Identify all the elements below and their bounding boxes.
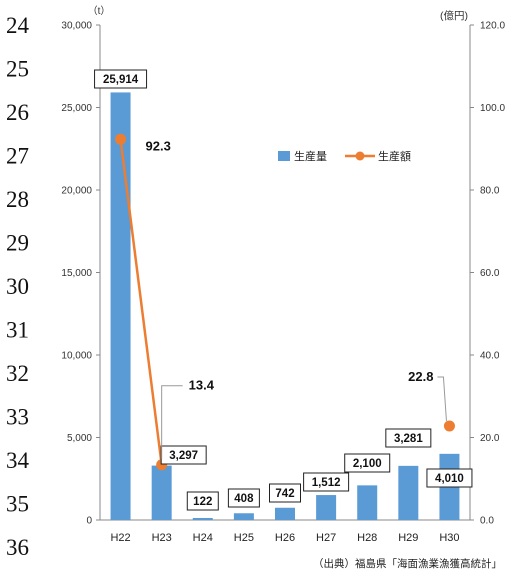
line-data-labels: 92.3 13.4 22.8 [146, 138, 447, 459]
line-data-label: 13.4 [189, 378, 215, 393]
left-tick-label: 0 [86, 516, 92, 527]
category-label: H28 [357, 532, 377, 544]
right-tick-label: 0.0 [480, 516, 494, 527]
bar [151, 465, 172, 520]
bar-series [110, 92, 460, 520]
bar-data-label: 2,100 [353, 458, 382, 470]
bar-data-labels: 25,914 3,297 122 408 742 1,512 2,100 3,281 4,010 [94, 69, 473, 511]
line-segment [119, 139, 163, 465]
category-label: H24 [193, 532, 213, 544]
left-axis-ticks: 0 5,000 10,000 15,000 20,000 25,000 30,000 [61, 21, 100, 527]
bar [192, 517, 213, 520]
line-number: 36 [6, 535, 29, 560]
bar [357, 485, 378, 520]
left-tick-label: 20,000 [61, 186, 92, 197]
line-number: 31 [6, 318, 29, 343]
category-labels: H22 H23 H24 H25 H26 H27 H28 H29 H30 [110, 532, 459, 544]
line-data-label: 92.3 [146, 138, 171, 153]
line-point [115, 133, 127, 145]
line-number: 33 [6, 405, 29, 430]
line-number: 25 [6, 57, 29, 82]
left-tick-label: 10,000 [61, 351, 92, 362]
bar-data-label: 3,281 [394, 433, 423, 445]
left-tick-label: 30,000 [61, 21, 92, 32]
line-number: 35 [6, 492, 29, 517]
bar-data-label-box [385, 428, 432, 448]
line-data-label: 22.8 [408, 369, 433, 384]
left-tick-label: 5,000 [67, 433, 92, 444]
right-tick-label: 40.0 [480, 351, 500, 362]
bar-data-label-box [426, 468, 473, 488]
left-tick-label: 25,000 [61, 103, 92, 114]
bar-data-label-box [186, 491, 219, 511]
line-number: 28 [6, 187, 29, 212]
right-tick-label: 20.0 [480, 433, 500, 444]
bar-data-label-box [303, 472, 350, 492]
line-number: 26 [6, 100, 29, 125]
bar-data-label: 25,914 [103, 74, 139, 86]
bar-data-label: 122 [193, 496, 212, 508]
category-label: H26 [275, 532, 295, 544]
bar [233, 513, 254, 520]
legend-bar-swatch [278, 151, 290, 161]
bar-data-label: 742 [275, 488, 294, 500]
bar-data-label: 408 [234, 493, 254, 505]
line-number: 32 [6, 361, 29, 386]
category-label: H30 [439, 532, 459, 544]
legend-line-label: 生産額 [378, 149, 411, 163]
right-axis-ticks: 0.0 20.0 40.0 60.0 80.0 100.0 120.0 [470, 21, 505, 527]
category-label: H27 [316, 532, 336, 544]
right-axis-unit: (億円) [440, 9, 468, 22]
bar [275, 507, 295, 520]
category-label: H25 [234, 532, 254, 544]
leader-line [161, 385, 183, 459]
bar-data-label-box [344, 453, 391, 473]
line-point [443, 420, 455, 432]
line-number: 27 [6, 144, 29, 169]
bar-data-label-box [269, 483, 301, 503]
bar-data-label: 1,512 [312, 477, 341, 489]
category-label: H22 [110, 532, 130, 544]
bar-data-label: 3,297 [169, 450, 198, 462]
legend-bar-label: 生産量 [294, 149, 327, 163]
category-label: H23 [152, 532, 172, 544]
legend-line-marker [355, 151, 365, 161]
bar [110, 92, 131, 520]
bar [316, 495, 337, 520]
leader-line [437, 376, 447, 421]
line-series [115, 133, 455, 471]
bar-data-label-box [227, 488, 260, 508]
legend: 生産量 生産額 [278, 149, 411, 163]
line-number: 29 [6, 231, 29, 256]
line-numbers: 24 25 26 27 28 29 30 31 32 33 34 35 36 [6, 13, 30, 560]
line-number: 30 [6, 274, 29, 299]
source-note: （出典）福島県「海面漁業漁獲高統計」 [313, 557, 502, 570]
bar-data-label-box [94, 69, 148, 89]
bar [398, 465, 419, 520]
right-tick-label: 120.0 [480, 21, 505, 32]
right-tick-label: 80.0 [480, 186, 500, 197]
line-number: 34 [6, 448, 30, 473]
left-axis-unit: （t） [88, 5, 111, 17]
left-tick-label: 15,000 [61, 268, 92, 279]
category-label: H29 [398, 532, 418, 544]
line-number: 24 [6, 13, 30, 38]
right-tick-label: 100.0 [480, 103, 505, 114]
right-tick-label: 60.0 [480, 268, 500, 279]
bar-data-label: 4,010 [435, 473, 464, 485]
